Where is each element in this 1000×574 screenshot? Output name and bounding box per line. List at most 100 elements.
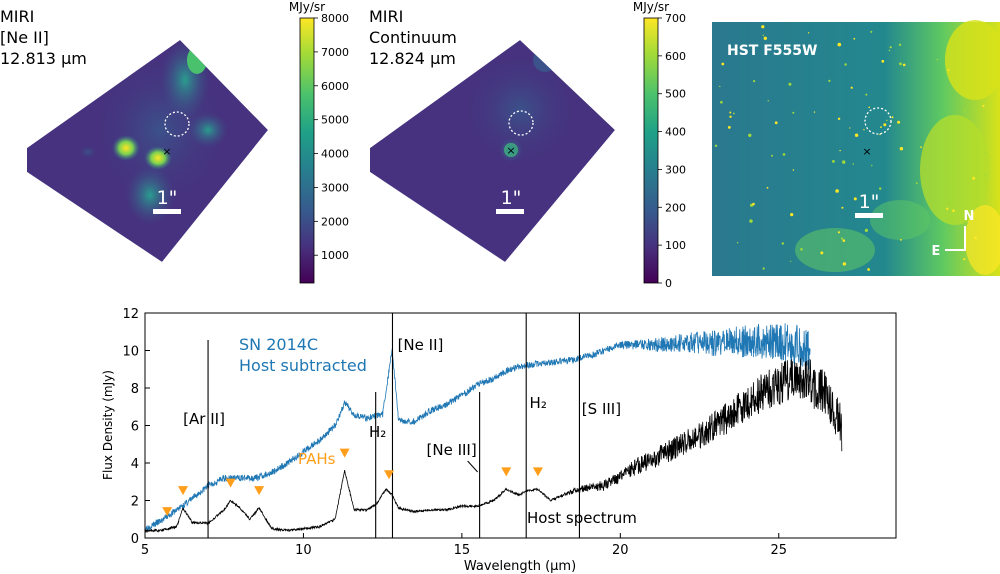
colorbar-tick-label: 300	[665, 163, 686, 176]
star	[865, 93, 868, 96]
neii-colorbar	[299, 17, 315, 284]
y-axis-ticks: 0 2 4 6 8 10 12	[122, 307, 150, 547]
line-markers: [Ar II] H₂ [Ne II] [Ne III] H₂ [S III]	[183, 313, 621, 538]
pah-markers	[162, 448, 543, 517]
star	[800, 248, 803, 251]
star	[965, 165, 968, 167]
star	[842, 262, 847, 266]
star	[832, 160, 835, 163]
neii-scale-label: 1"	[157, 187, 178, 209]
star	[868, 106, 870, 109]
pah-label: PAHs	[298, 450, 336, 468]
colorbar-tick-label: 8000	[321, 12, 349, 25]
neii-sn-marker: ×	[162, 145, 171, 158]
star	[899, 62, 902, 66]
compass-n-label: N	[964, 209, 975, 224]
star	[837, 42, 842, 47]
star	[963, 258, 966, 261]
star	[863, 129, 865, 131]
star	[782, 153, 786, 156]
hst-scale-label: 1"	[859, 191, 880, 213]
star	[942, 175, 946, 179]
colorbar-tick-label: 500	[665, 88, 686, 101]
star	[871, 164, 873, 167]
continuum-colorbar	[643, 17, 659, 284]
emission-line-label: [Ne II]	[398, 336, 444, 354]
pah-marker	[383, 470, 394, 480]
neii-title-line-2: [Ne II]	[0, 28, 49, 47]
star	[721, 62, 725, 66]
star	[897, 120, 901, 124]
compass-e-label: E	[932, 244, 941, 259]
hst-aperture-circle	[864, 107, 892, 135]
star	[792, 111, 795, 114]
star	[850, 86, 853, 89]
star	[952, 209, 955, 213]
continuum-scale-label: 1"	[501, 187, 522, 209]
emission-line-label: [Ar II]	[183, 410, 225, 428]
neii-panel: × 1" MIRI [Ne II] 12.813 μm MJy/sr 8000 7…	[0, 0, 349, 284]
y-tick-label: 2	[131, 495, 139, 510]
x-axis-label: Wavelength (μm)	[464, 559, 576, 574]
star	[867, 268, 870, 271]
star	[828, 79, 831, 82]
pah-marker	[532, 467, 543, 477]
star	[920, 146, 922, 149]
star	[915, 182, 918, 185]
star	[733, 112, 735, 115]
sn-series-label-line-1: SN 2014C	[239, 335, 318, 354]
star	[864, 228, 869, 232]
star	[899, 147, 904, 151]
colorbar-tick-label: 700	[665, 12, 686, 25]
star	[900, 239, 902, 241]
star	[870, 30, 873, 33]
x-tick-label: 15	[454, 543, 471, 558]
star	[790, 213, 794, 217]
colorbar-tick-label: 5000	[321, 114, 349, 127]
star	[729, 115, 732, 119]
emission-line-label: [S III]	[582, 400, 621, 418]
star	[788, 82, 792, 86]
hst-scale-bar	[855, 213, 883, 218]
hst-bright-region	[795, 20, 1000, 275]
star	[771, 154, 773, 157]
y-tick-label: 6	[131, 420, 139, 435]
star	[790, 260, 792, 262]
hst-panel: × 1" HST F555W N E	[712, 20, 1000, 276]
star	[763, 36, 767, 40]
neii-image	[27, 40, 268, 262]
star	[835, 189, 839, 193]
x-tick-label: 20	[612, 543, 629, 558]
continuum-title-line-1: MIRI	[369, 7, 403, 26]
star	[842, 160, 846, 164]
star	[762, 34, 764, 36]
star	[714, 144, 718, 147]
star	[749, 219, 753, 223]
star	[736, 242, 739, 244]
continuum-scale-bar	[496, 209, 524, 214]
star	[719, 85, 721, 88]
neii-colorbar-unit: MJy/sr	[289, 0, 325, 14]
star	[813, 111, 816, 113]
star	[729, 111, 732, 114]
plot-series	[144, 323, 843, 534]
star	[972, 176, 976, 180]
compass: N E	[932, 209, 975, 259]
star	[936, 58, 939, 61]
star	[880, 126, 882, 128]
neii-title-line-1: MIRI	[0, 7, 34, 26]
colorbar-tick-label: 7000	[321, 46, 349, 59]
star	[886, 119, 888, 122]
spectrum-chart: [Ar II] H₂ [Ne II] [Ne III] H₂ [S III] 5 10 15 2…	[101, 307, 897, 574]
colorbar-tick-label: 200	[665, 201, 686, 214]
y-tick-label: 0	[131, 532, 139, 547]
star	[748, 133, 752, 137]
star	[762, 267, 765, 270]
colorbar-tick-label: 400	[665, 126, 686, 139]
star	[842, 239, 846, 242]
pah-marker	[501, 467, 512, 477]
neii-aperture-circle	[164, 111, 190, 137]
star	[963, 109, 966, 112]
colorbar-tick-label: 6000	[321, 80, 349, 93]
emission-line-label: H₂	[530, 394, 547, 412]
